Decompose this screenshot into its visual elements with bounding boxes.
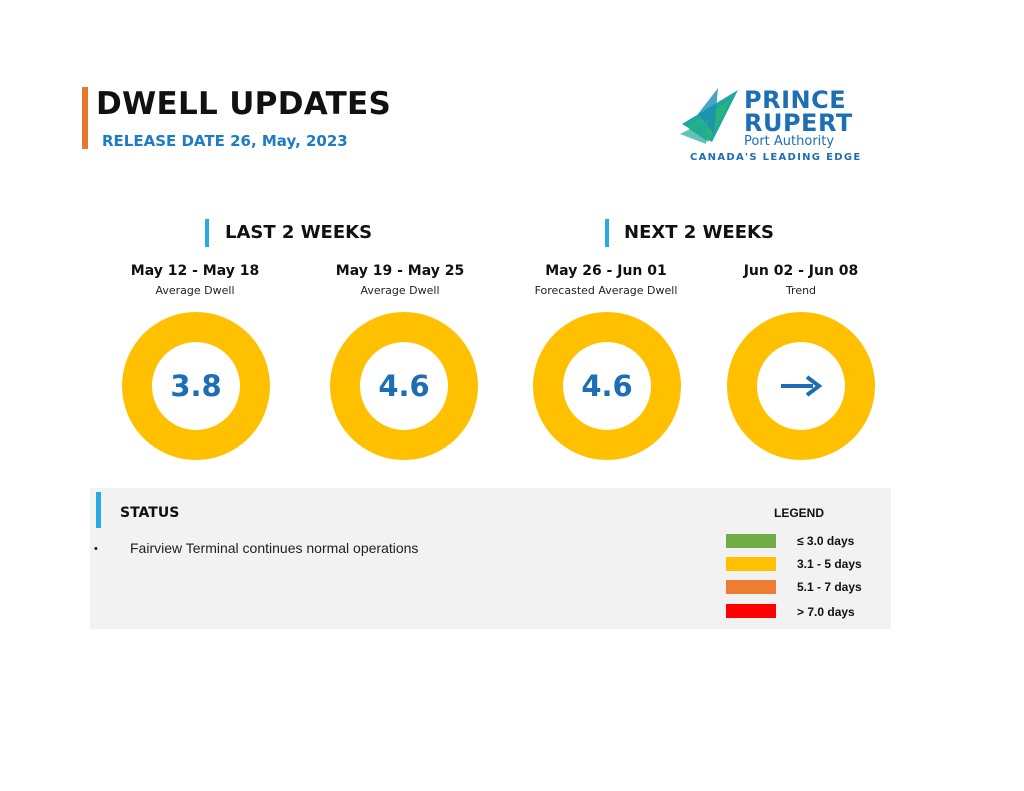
legend-swatch-yellow <box>726 557 776 571</box>
legend-swatch-red <box>726 604 776 618</box>
next-2-weeks-heading: NEXT 2 WEEKS <box>624 222 774 243</box>
legend-label: ≤ 3.0 days <box>797 534 855 548</box>
period-label: Average Dwell <box>360 284 440 297</box>
logo-mark-icon <box>680 88 738 144</box>
legend-label: 5.1 - 7 days <box>797 580 862 594</box>
bullet-icon: • <box>94 543 98 555</box>
logo-tagline: CANADA'S LEADING EDGE <box>690 152 862 163</box>
dwell-value: 4.6 <box>581 369 633 403</box>
prince-rupert-logo: PRINCE RUPERT Port Authority CANADA'S LE… <box>678 84 860 166</box>
last-weeks-accent-bar <box>205 219 209 247</box>
legend-heading: LEGEND <box>774 506 825 520</box>
next-weeks-accent-bar <box>605 219 609 247</box>
dwell-ring-2: 4.6 <box>330 312 478 460</box>
period-label: Average Dwell <box>155 284 235 297</box>
legend-label: 3.1 - 5 days <box>797 557 862 571</box>
period-range: May 26 - Jun 01 <box>545 263 667 279</box>
legend-swatch-green <box>726 534 776 548</box>
logo-line-rupert: RUPERT <box>744 109 853 137</box>
status-accent-bar <box>96 492 101 528</box>
logo-line-prince: PRINCE <box>744 86 847 114</box>
period-4-header: Jun 02 - Jun 08 Trend <box>701 263 901 297</box>
period-3-header: May 26 - Jun 01 Forecasted Average Dwell <box>506 263 706 297</box>
dwell-ring-3: 4.6 <box>533 312 681 460</box>
page-title: DWELL UPDATES <box>96 86 392 122</box>
trend-ring <box>727 312 875 460</box>
period-range: May 19 - May 25 <box>335 263 465 279</box>
last-2-weeks-heading: LAST 2 WEEKS <box>225 222 373 243</box>
period-label: Forecasted Average Dwell <box>534 284 678 297</box>
dwell-value: 3.8 <box>170 369 222 403</box>
period-label: Trend <box>785 284 817 297</box>
legend-label: > 7.0 days <box>797 605 855 619</box>
right-arrow-icon <box>781 375 823 397</box>
period-range: May 12 - May 18 <box>130 263 260 279</box>
period-2-header: May 19 - May 25 Average Dwell <box>300 263 500 297</box>
period-1-header: May 12 - May 18 Average Dwell <box>95 263 295 297</box>
title-accent-bar <box>82 87 88 149</box>
dwell-value: 4.6 <box>378 369 430 403</box>
period-range: Jun 02 - Jun 08 <box>743 263 859 279</box>
legend-swatch-orange <box>726 580 776 594</box>
release-date: RELEASE DATE 26, May, 2023 <box>102 132 348 150</box>
logo-line-port-authority: Port Authority <box>744 134 835 149</box>
dwell-ring-1: 3.8 <box>122 312 270 460</box>
status-item: Fairview Terminal continues normal opera… <box>130 540 419 556</box>
status-heading: STATUS <box>120 505 180 521</box>
